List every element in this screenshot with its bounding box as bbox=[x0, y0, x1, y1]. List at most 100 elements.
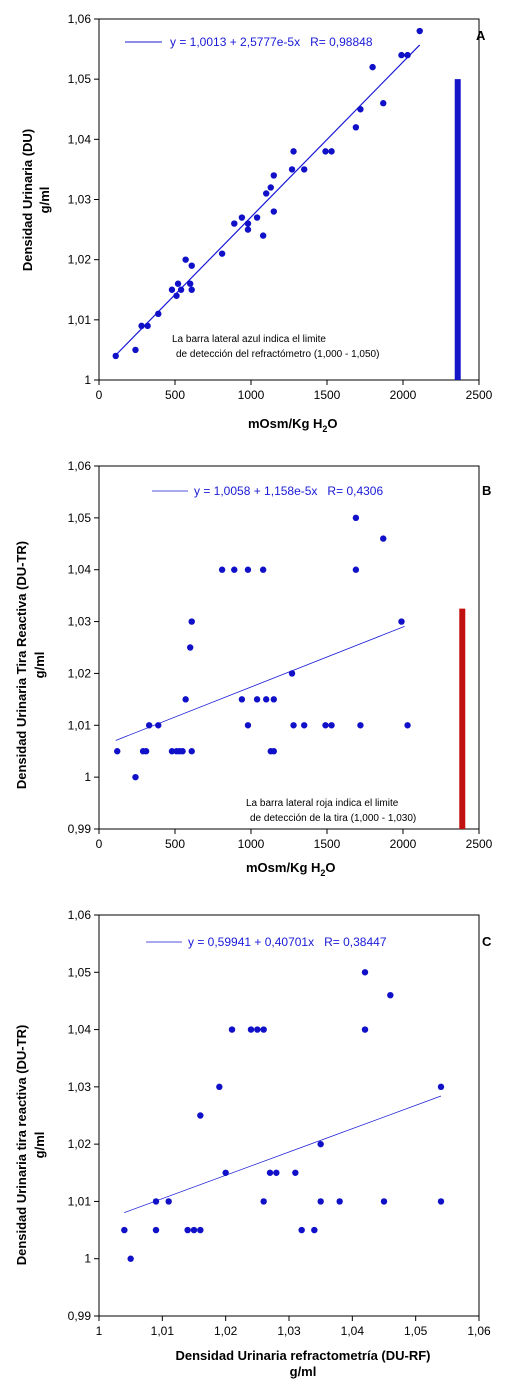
y-axis-label-line-2: g/ml bbox=[32, 652, 47, 679]
chart-panel-a: 0 500 1000 1500 2000 2500 1 1,01 1,02 1,03 1,04 1,0… bbox=[20, 12, 493, 434]
data-point bbox=[155, 310, 162, 318]
data-point bbox=[357, 106, 364, 113]
data-point bbox=[380, 535, 387, 542]
data-point bbox=[259, 566, 267, 573]
data-point bbox=[380, 100, 387, 107]
data-point bbox=[328, 148, 335, 155]
y-tick-label: 1,05 bbox=[68, 72, 92, 86]
data-point bbox=[190, 1226, 198, 1234]
data-point bbox=[288, 166, 296, 173]
data-point bbox=[290, 148, 297, 155]
data-point bbox=[168, 748, 176, 755]
plot-frame bbox=[98, 18, 480, 381]
y-tick-label: 1,01 bbox=[68, 313, 92, 327]
y-tick-label: 0,99 bbox=[68, 822, 92, 836]
x-tick-label: 1500 bbox=[314, 837, 341, 851]
data-point bbox=[259, 232, 267, 239]
y-tick-label: 1,05 bbox=[68, 511, 92, 525]
data-point bbox=[188, 286, 195, 293]
y-tick-label: 1,02 bbox=[68, 1137, 92, 1151]
data-point bbox=[266, 1169, 274, 1176]
regression-equation: y = 1,0013 + 2,5777e-5x R= 0,98848 bbox=[170, 35, 373, 49]
data-point bbox=[369, 63, 376, 71]
data-point bbox=[231, 566, 238, 573]
data-point bbox=[247, 1026, 255, 1033]
y-tick-label: 1,01 bbox=[68, 1194, 92, 1208]
plot-area bbox=[98, 18, 480, 381]
data-point bbox=[155, 722, 162, 729]
annotation-line-2: de detección del refractómetro (1,000 - … bbox=[176, 349, 379, 360]
x-axis-label-subscript: 2 bbox=[320, 868, 325, 878]
data-point bbox=[145, 722, 153, 729]
plot-frame bbox=[98, 465, 480, 830]
data-point bbox=[270, 208, 277, 215]
x-tick-label: 0 bbox=[96, 837, 103, 851]
data-point bbox=[292, 1169, 299, 1176]
y-tick-label: 1,04 bbox=[68, 563, 92, 577]
data-point bbox=[184, 1226, 191, 1234]
x-tick-label: 1,03 bbox=[277, 1324, 301, 1338]
y-tick-label: 0,99 bbox=[68, 1309, 92, 1323]
data-point bbox=[288, 670, 296, 677]
data-point bbox=[218, 250, 226, 257]
data-point bbox=[253, 214, 261, 221]
chart-panel-b: 0 500 1000 1500 2000 2500 0,99 1 1,01 1,02 1,03 1,0… bbox=[14, 459, 493, 878]
data-point bbox=[197, 1112, 204, 1119]
data-point bbox=[197, 1226, 204, 1234]
panel-letter: C bbox=[482, 934, 492, 949]
x-tick-label: 2500 bbox=[466, 837, 493, 851]
data-point bbox=[398, 51, 405, 59]
data-point bbox=[317, 1140, 324, 1148]
y-tick-label: 1,06 bbox=[68, 12, 92, 26]
data-point bbox=[127, 1255, 134, 1262]
annotation-line-1: La barra lateral azul indica el limite bbox=[172, 334, 326, 345]
data-point bbox=[398, 618, 405, 625]
x-tick-label: 1,02 bbox=[214, 1324, 238, 1338]
data-point bbox=[218, 566, 226, 573]
data-point bbox=[132, 346, 139, 354]
x-tick-label: 1000 bbox=[238, 388, 265, 402]
data-point bbox=[361, 1026, 369, 1033]
y-tick-label: 1,03 bbox=[68, 1080, 92, 1094]
data-point bbox=[168, 286, 176, 293]
data-point bbox=[182, 256, 189, 263]
data-point bbox=[244, 220, 252, 227]
y-tick-label: 1,05 bbox=[68, 965, 92, 979]
data-point bbox=[253, 696, 261, 703]
data-point bbox=[270, 172, 277, 179]
x-axis-label-subscript: 2 bbox=[322, 424, 327, 434]
regression-equation: y = 1,0058 + 1,158e-5x R= 0,4306 bbox=[194, 484, 383, 498]
data-point bbox=[387, 992, 394, 999]
y-tick-label: 1,02 bbox=[68, 666, 92, 680]
data-point bbox=[222, 1169, 229, 1176]
data-point bbox=[187, 644, 194, 651]
x-axis-label: mOsm/Kg H2O bbox=[248, 416, 338, 434]
chart-marks: 0 500 1000 1500 2000 2500 1 1,01 1,02 1,03 1,04 1,0… bbox=[68, 12, 493, 402]
y-tick-label: 1 bbox=[84, 373, 91, 387]
data-point bbox=[290, 722, 297, 729]
data-point bbox=[352, 124, 360, 131]
data-point bbox=[138, 322, 145, 330]
x-axis-label-end: O bbox=[325, 860, 335, 875]
data-point bbox=[173, 292, 180, 299]
y-axis-label-line-2: g/ml bbox=[32, 1132, 47, 1159]
y-tick-label: 1,03 bbox=[68, 615, 92, 629]
data-point bbox=[177, 286, 185, 293]
data-point bbox=[152, 1226, 160, 1234]
x-tick-label: 500 bbox=[165, 837, 185, 851]
data-point bbox=[174, 280, 182, 287]
data-point bbox=[188, 618, 195, 625]
data-point bbox=[228, 1026, 236, 1033]
y-axis-label-line-1: Densidad Urinaria (DU) bbox=[20, 129, 35, 271]
y-axis-label-line-1: Densidad Urinaria Tira Reactiva (DU-TR) bbox=[14, 541, 29, 789]
x-axis-label-end: O bbox=[327, 416, 337, 431]
data-point bbox=[260, 1198, 267, 1205]
data-point bbox=[317, 1198, 324, 1205]
regression-line bbox=[115, 44, 421, 356]
x-tick-label: 1,06 bbox=[467, 1324, 491, 1338]
x-tick-label: 500 bbox=[165, 388, 185, 402]
data-point bbox=[244, 722, 252, 729]
data-point bbox=[357, 722, 364, 729]
x-tick-label: 1,04 bbox=[341, 1324, 365, 1338]
data-point bbox=[380, 1198, 388, 1205]
